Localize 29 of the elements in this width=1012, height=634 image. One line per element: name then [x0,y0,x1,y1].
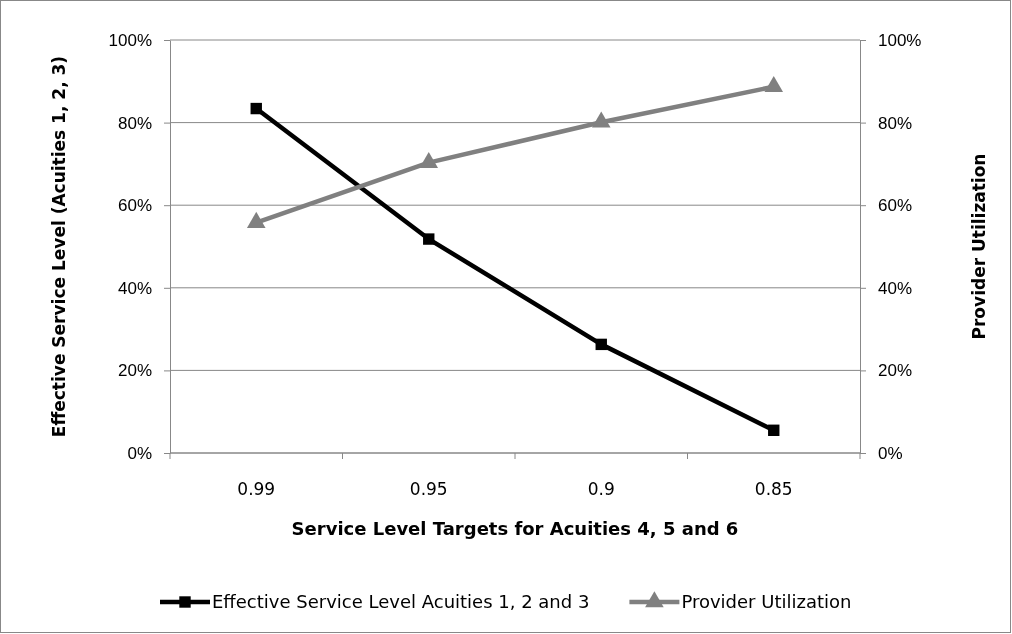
x-axis-title: Service Level Targets for Acuities 4, 5 and 6 [291,518,739,539]
legend-label: Effective Service Level Acuities 1, 2 and 3 [212,591,590,612]
point [250,102,262,115]
y2-tick-label: 60% [878,196,913,216]
point [246,211,266,228]
x-tick-label: 0.85 [754,479,793,499]
y-tick-label: 0% [127,443,152,463]
y2-tick-label: 20% [878,361,913,381]
point [419,151,439,169]
y-tick-label: 80% [117,113,152,133]
y2-tick-label: 40% [878,278,913,298]
point [423,233,435,245]
legend-label: Provider Utilization [681,591,852,612]
x-tick-label: 0.9 [587,479,615,499]
y2-axis-title: Provider Utilization [969,153,989,340]
x-tick-label: 0.95 [409,479,448,499]
point [595,338,607,351]
y-tick-label: 40% [117,278,152,298]
y-tick-label: 20% [117,361,152,381]
point [591,111,611,128]
x-tick-label: 0.99 [237,479,276,499]
y2-tick-label: 100% [878,30,922,50]
y2-tick-label: 0% [878,443,903,463]
point [764,75,784,93]
y-axis-title: Effective Service Level (Acuities 1, 2, 3) [49,55,69,438]
y2-tick-label: 80% [878,113,913,133]
y-tick-label: 100% [108,30,152,50]
point [768,424,780,436]
y-tick-label: 60% [117,196,152,216]
